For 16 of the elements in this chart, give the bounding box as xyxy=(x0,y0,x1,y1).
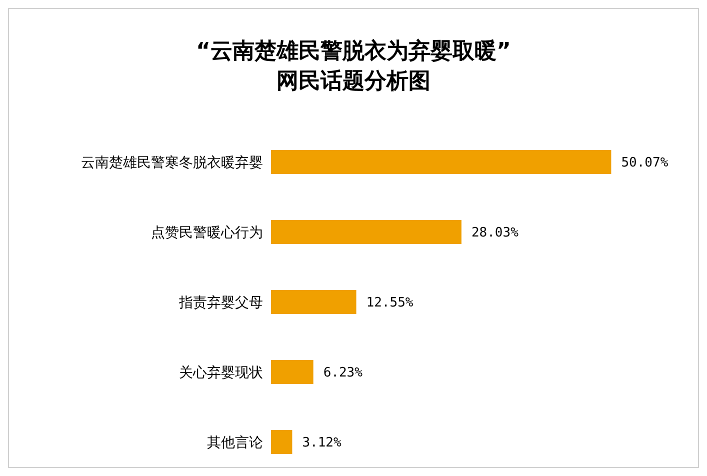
data-label: 12.55% xyxy=(366,296,414,311)
bar xyxy=(271,430,292,454)
data-label: 6.23% xyxy=(323,366,363,381)
y-tick-label: 云南楚雄民警寒冬脱衣暖弃婴 xyxy=(81,154,263,171)
data-label: 50.07% xyxy=(621,156,668,171)
chart-title: “云南楚雄民警脱衣为弃婴取暖” 网民话题分析图 xyxy=(195,38,512,96)
bar xyxy=(271,360,314,384)
bar xyxy=(271,220,462,244)
bar xyxy=(271,150,612,174)
y-tick-label: 关心弃婴现状 xyxy=(179,364,263,381)
data-label: 28.03% xyxy=(471,226,519,241)
bar xyxy=(271,290,356,314)
y-tick-label: 指责弃婴父母 xyxy=(178,294,263,311)
data-label: 3.12% xyxy=(302,436,342,451)
y-tick-label: 其他言论 xyxy=(207,434,263,451)
y-tick-label: 点赞民警暖心行为 xyxy=(151,224,263,241)
